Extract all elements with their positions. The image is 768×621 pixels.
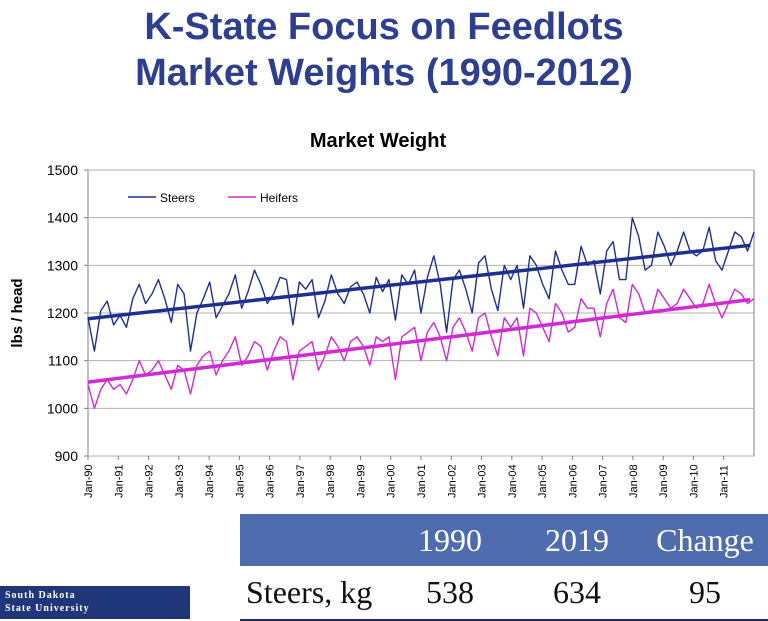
y-tick-label: 1400 [47, 210, 78, 226]
university-logo: South Dakota State University [0, 586, 190, 619]
y-tick-label: 1200 [47, 305, 78, 321]
x-tick-label: Jan-03 [477, 464, 489, 498]
y-tick-label: 1300 [47, 257, 78, 273]
slide-title: K-State Focus on Feedlots Market Weights… [0, 4, 768, 96]
x-tick-label: Jan-04 [507, 464, 519, 498]
table-cell: Steers, kg [246, 574, 373, 610]
x-tick-label: Jan-91 [113, 464, 125, 498]
table-cell: 634 [553, 574, 601, 610]
x-tick-label: Jan-08 [628, 464, 640, 498]
x-tick-label: Jan-97 [295, 464, 307, 498]
x-tick-label: Jan-96 [265, 464, 277, 498]
y-tick-label: 1000 [47, 400, 78, 416]
weight-change-table: 1990 2019 Change Steers, kg 538 634 95 [240, 514, 768, 621]
chart-title: Market Weight [310, 130, 447, 152]
table-row: Steers, kg 538 634 95 [240, 566, 768, 621]
x-tick-label: Jan-05 [537, 464, 549, 498]
slide-title-line1: K-State Focus on Feedlots [144, 6, 624, 48]
y-tick-label: 900 [55, 448, 79, 464]
market-weight-chart: Market Weight 900 1000 1100 1200 1300 1400 1500… [0, 120, 768, 520]
table-header-cell: Change [656, 522, 754, 558]
x-tick-label: Jan-09 [658, 464, 670, 498]
logo-line1: South Dakota [5, 590, 76, 601]
x-tick-label: Jan-99 [355, 464, 367, 498]
x-tick-label: Jan-06 [567, 464, 579, 498]
table-cell: 95 [689, 574, 721, 610]
series-line-steers [87, 216, 755, 352]
x-tick-label: Jan-93 [174, 464, 186, 498]
trendline [87, 297, 751, 384]
x-tick-label: Jan-94 [204, 464, 216, 498]
table-header-cell [240, 514, 396, 566]
table-header-cell: 1990 [418, 522, 482, 558]
legend-label: Steers [160, 191, 195, 205]
table-cell: 538 [426, 574, 474, 610]
legend-label: Heifers [260, 191, 298, 205]
slide-title-line2: Market Weights (1990-2012) [135, 52, 633, 94]
series-line-heifers [87, 283, 755, 409]
x-tick-label: Jan-02 [446, 464, 458, 498]
x-tick-label: Jan-90 [83, 464, 95, 498]
x-tick-label: Jan-11 [719, 465, 731, 498]
table-header-row: 1990 2019 Change [240, 514, 768, 566]
x-tick-label: Jan-07 [598, 464, 610, 498]
x-tick-label: Jan-95 [234, 464, 246, 498]
table-header-cell: 2019 [545, 522, 609, 558]
y-tick-label: 1500 [47, 162, 78, 178]
y-axis-label: lbs / head [9, 278, 26, 347]
chart-svg: Market Weight 900 1000 1100 1200 1300 1400 1500… [9, 130, 755, 498]
x-tick-label: Jan-98 [325, 464, 337, 498]
x-tick-label: Jan-00 [386, 464, 398, 498]
trendline [87, 243, 751, 321]
x-tick-label: Jan-01 [416, 464, 428, 498]
y-tick-label: 1100 [48, 353, 78, 369]
logo-line2: State University [5, 603, 90, 614]
x-tick-label: Jan-10 [688, 464, 700, 498]
x-tick-label: Jan-92 [144, 464, 156, 498]
